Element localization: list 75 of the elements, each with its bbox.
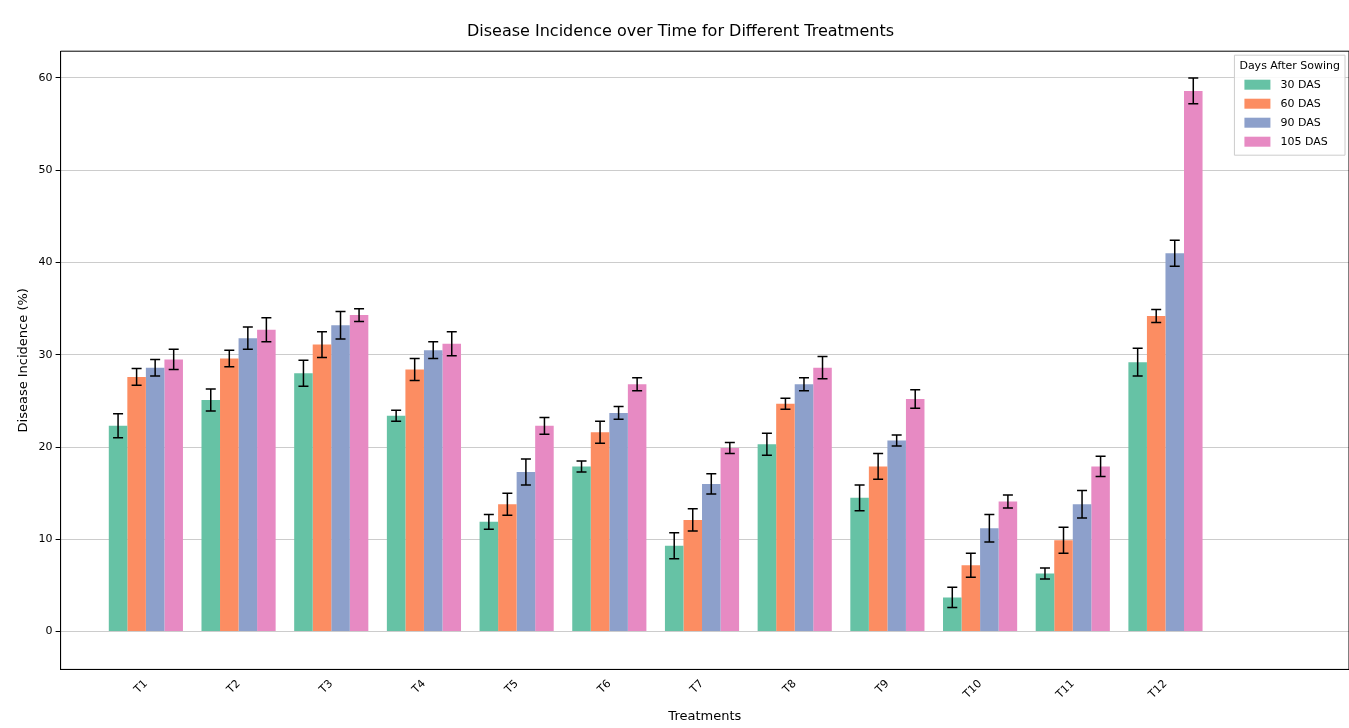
bar <box>312 344 332 632</box>
bar <box>627 384 647 632</box>
bar <box>108 425 128 632</box>
bar <box>943 597 962 632</box>
bar <box>1072 504 1092 632</box>
bar <box>905 399 925 632</box>
bar <box>1035 573 1055 632</box>
legend-label: 30 DAS <box>1280 77 1321 91</box>
bar <box>757 444 777 632</box>
x-tick-label: T11 <box>1052 677 1077 702</box>
x-axis-title: Treatments <box>667 707 742 723</box>
bar <box>386 415 406 632</box>
x-tick-label: T5 <box>501 677 521 697</box>
bar <box>1128 362 1147 632</box>
bar <box>590 432 610 632</box>
y-tick-label: 50 <box>38 163 53 177</box>
bar <box>479 521 499 632</box>
bar <box>535 425 554 632</box>
x-tick-label: T9 <box>871 677 892 697</box>
bar <box>145 367 165 632</box>
bar <box>868 466 888 632</box>
x-tick-label: T7 <box>686 677 707 697</box>
bar <box>1146 316 1166 632</box>
y-tick-label: 40 <box>38 255 53 269</box>
bar <box>1184 90 1203 632</box>
bar <box>776 403 795 632</box>
x-tick-label: T8 <box>779 677 799 697</box>
bar <box>887 440 906 632</box>
bar <box>702 483 721 632</box>
bar <box>1054 540 1073 632</box>
bar <box>423 350 443 632</box>
y-axis-title: Disease Incidence (%) <box>15 288 31 433</box>
y-tick-label: 30 <box>38 347 53 361</box>
bar <box>813 367 832 632</box>
bar <box>980 528 999 632</box>
bar <box>498 504 517 632</box>
y-tick-label: 60 <box>38 70 53 84</box>
y-tick-label: 20 <box>38 439 53 453</box>
bar <box>516 471 536 632</box>
x-tick-label: T2 <box>223 677 243 697</box>
bar <box>331 325 350 632</box>
bar <box>220 358 239 632</box>
bar <box>720 447 740 632</box>
chart-title: Disease Incidence over Time for Different Treatments <box>466 20 895 40</box>
x-tick-label: T4 <box>408 677 429 697</box>
x-tick-label: T10 <box>959 677 985 702</box>
legend-label: 105 DAS <box>1280 134 1328 148</box>
bar <box>1091 466 1110 632</box>
legend-title: Days After Sowing <box>1239 59 1341 73</box>
bar <box>572 466 591 632</box>
bar <box>609 412 628 632</box>
bar <box>405 369 424 632</box>
bar <box>961 565 981 632</box>
x-tick-label: T12 <box>1145 677 1170 702</box>
y-tick-label: 0 <box>45 624 53 638</box>
bar <box>683 519 703 632</box>
x-tick-label: T1 <box>130 677 151 697</box>
bar <box>442 343 462 632</box>
bar <box>257 329 276 632</box>
legend-label: 90 DAS <box>1280 115 1321 129</box>
bar <box>850 497 869 632</box>
bar <box>164 359 183 632</box>
y-tick-label: 10 <box>38 532 53 546</box>
x-tick-label: T3 <box>315 677 336 697</box>
bar <box>294 373 313 632</box>
bar <box>794 384 814 632</box>
bar <box>127 376 146 632</box>
bar <box>238 338 258 632</box>
bar <box>998 501 1018 632</box>
bar <box>1165 253 1185 632</box>
bar <box>349 315 369 632</box>
legend-label: 60 DAS <box>1280 96 1321 110</box>
bar <box>201 399 221 632</box>
bar <box>664 545 684 632</box>
x-tick-label: T6 <box>593 677 614 697</box>
